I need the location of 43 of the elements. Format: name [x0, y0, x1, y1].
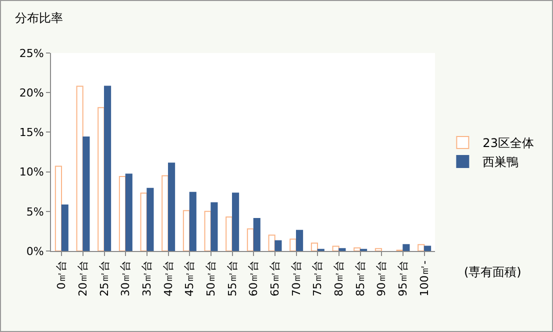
x-tick-label: 80㎡台	[332, 260, 346, 296]
x-tick-label: 55㎡台	[226, 260, 239, 296]
bar	[296, 230, 304, 251]
legend-label: 23区全体	[482, 136, 534, 150]
bar	[274, 240, 282, 251]
bar	[338, 248, 346, 251]
bar	[146, 188, 154, 251]
bar	[125, 174, 132, 251]
x-tick-label: 90㎡台	[375, 260, 388, 296]
x-tick-label: 45㎡台	[183, 260, 196, 296]
bar	[82, 136, 90, 251]
y-tick-label: 5%	[26, 205, 44, 218]
y-tick-label: 0%	[26, 244, 44, 258]
x-tick-label: 95㎡台	[396, 260, 410, 296]
bar	[402, 244, 410, 251]
x-tick-label: 85㎡台	[354, 260, 367, 296]
x-tick-label: 40㎡台	[162, 260, 175, 296]
x-axis-title: (専有面積)	[464, 265, 522, 279]
bar	[104, 86, 112, 251]
bar	[189, 192, 196, 251]
bar	[61, 204, 68, 251]
bar	[210, 202, 218, 251]
y-tick-label: 20%	[19, 86, 44, 100]
x-tick-label: 100㎡-	[418, 260, 431, 296]
x-tick-label: 20㎡台	[76, 260, 90, 296]
x-tick-label: 25㎡台	[98, 260, 111, 296]
x-tick-label: 50㎡台	[204, 260, 218, 296]
x-tick-label: 65㎡台	[268, 260, 282, 296]
x-tick-label: 30㎡台	[119, 260, 132, 296]
x-tick-label: 60㎡台	[247, 260, 260, 296]
x-tick-label: 75㎡台	[311, 260, 324, 296]
y-tick-label: 25%	[19, 46, 44, 60]
y-tick-label: 10%	[19, 166, 44, 179]
x-tick-label: 0㎡台	[55, 260, 68, 290]
bar	[424, 246, 432, 251]
x-tick-label: 70㎡台	[290, 260, 303, 296]
y-axis-title: 分布比率	[15, 11, 63, 25]
bar	[253, 218, 260, 251]
bar	[168, 162, 176, 251]
x-tick-label: 35㎡台	[140, 260, 154, 296]
legend-label: 西巣鴨	[482, 155, 519, 170]
y-tick-label: 15%	[19, 126, 44, 140]
bar	[232, 192, 240, 251]
